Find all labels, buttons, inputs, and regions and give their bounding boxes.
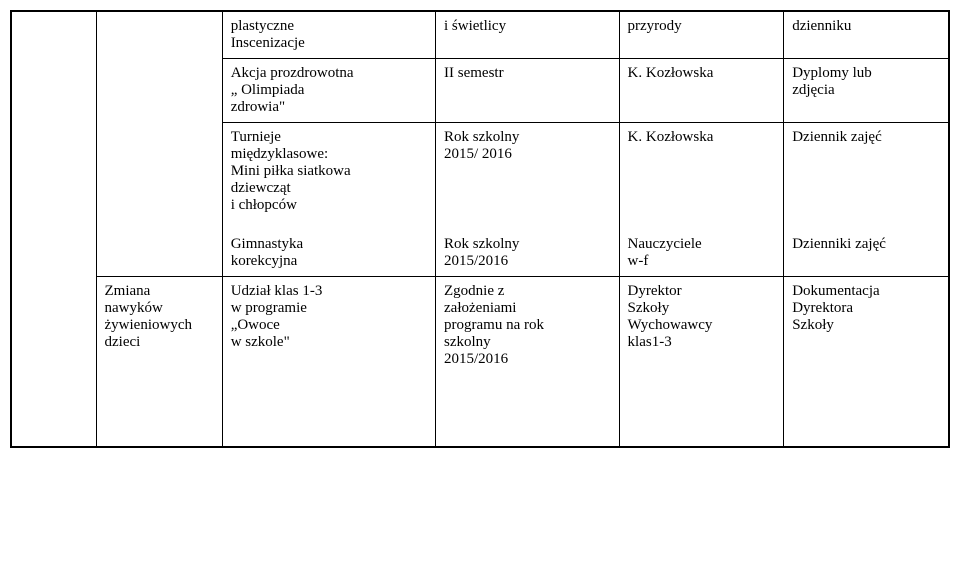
table-row: plastyczne Inscenizacje i świetlicy przy… <box>12 12 948 59</box>
text: i chłopców <box>231 197 427 214</box>
cell: Zmiana nawyków żywieniowych dzieci <box>96 277 222 375</box>
text: Dokumentacja <box>792 283 940 300</box>
cell: dzienniku <box>784 12 948 59</box>
col-blank-1 <box>12 12 96 446</box>
text: Szkoły <box>628 300 776 317</box>
cell: Udział klas 1-3 w programie „Owoce w szk… <box>222 277 435 375</box>
text: i świetlicy <box>444 18 506 34</box>
text: przyrody <box>628 18 682 34</box>
text: Dyrektor <box>628 283 776 300</box>
text: Nauczyciele <box>628 236 776 253</box>
cell: plastyczne Inscenizacje <box>222 12 435 59</box>
cell: Gimnastyka korekcyjna <box>222 220 435 277</box>
text: programu na rok <box>444 317 611 334</box>
text: w programie <box>231 300 427 317</box>
text: Mini piłka siatkowa <box>231 163 427 180</box>
spacer <box>444 226 611 236</box>
text: dzieci <box>105 334 214 351</box>
spacer <box>231 226 427 236</box>
text: Dyrektora <box>792 300 940 317</box>
table-row: Zmiana nawyków żywieniowych dzieci Udzia… <box>12 277 948 375</box>
text: Dyplomy lub <box>792 65 940 82</box>
text: K. Kozłowska <box>628 129 714 145</box>
cell: Dyplomy lub zdjęcia <box>784 59 948 123</box>
text: międzyklasowe: <box>231 146 427 163</box>
text: Rok szkolny <box>444 236 611 253</box>
text: założeniami <box>444 300 611 317</box>
cell: Dziennik zajęć <box>784 123 948 221</box>
text: Akcja prozdrowotna <box>231 65 427 82</box>
text: Gimnastyka <box>231 236 427 253</box>
cell: Akcja prozdrowotna „ Olimpiada zdrowia" <box>222 59 435 123</box>
spacer <box>792 226 940 236</box>
text: korekcyjna <box>231 253 427 270</box>
cell: Turnieje międzyklasowe: Mini piłka siatk… <box>222 123 435 221</box>
cell: Rok szkolny 2015/2016 <box>436 220 620 277</box>
schedule-table-wrapper: plastyczne Inscenizacje i świetlicy przy… <box>10 10 950 448</box>
col-blank-2 <box>96 12 222 277</box>
text: w-f <box>628 253 776 270</box>
text: 2015/ 2016 <box>444 146 611 163</box>
cell: i świetlicy <box>436 12 620 59</box>
cell: K. Kozłowska <box>619 123 784 221</box>
text: żywieniowych <box>105 317 214 334</box>
table-row <box>12 374 948 446</box>
text: dzienniku <box>792 18 851 34</box>
text: szkolny <box>444 334 611 351</box>
text: dziewcząt <box>231 180 427 197</box>
text: „ Olimpiada <box>231 82 427 99</box>
text: 2015/2016 <box>444 253 611 270</box>
text: klas1-3 <box>628 334 776 351</box>
text: nawyków <box>105 300 214 317</box>
text: II semestr <box>444 65 504 81</box>
text: K. Kozłowska <box>628 65 714 81</box>
cell: Dokumentacja Dyrektora Szkoły <box>784 277 948 375</box>
text: Szkoły <box>792 317 940 334</box>
text: „Owoce <box>231 317 427 334</box>
cell: Nauczyciele w-f <box>619 220 784 277</box>
text: zdrowia" <box>231 99 427 116</box>
text: Zmiana <box>105 283 214 300</box>
text: Rok szkolny <box>444 129 611 146</box>
text: Dzienniki zajęć <box>792 236 886 252</box>
cell: Dyrektor Szkoły Wychowawcy klas1-3 <box>619 277 784 375</box>
text: Dziennik zajęć <box>792 129 882 145</box>
text: Zgodnie z <box>444 283 611 300</box>
cell-pad <box>222 374 435 446</box>
cell: K. Kozłowska <box>619 59 784 123</box>
cell: Rok szkolny 2015/ 2016 <box>436 123 620 221</box>
text: zdjęcia <box>792 82 940 99</box>
text: w szkole" <box>231 334 427 351</box>
cell: przyrody <box>619 12 784 59</box>
spacer <box>628 226 776 236</box>
cell: II semestr <box>436 59 620 123</box>
cell-pad <box>619 374 784 446</box>
text: Inscenizacje <box>231 35 427 52</box>
text: Turnieje <box>231 129 427 146</box>
text: plastyczne <box>231 18 427 35</box>
cell-pad <box>96 374 222 446</box>
cell-pad <box>784 374 948 446</box>
text: 2015/2016 <box>444 351 611 368</box>
cell: Zgodnie z założeniami programu na rok sz… <box>436 277 620 375</box>
text: Wychowawcy <box>628 317 776 334</box>
schedule-table: plastyczne Inscenizacje i świetlicy przy… <box>12 12 948 446</box>
cell-pad <box>436 374 620 446</box>
text: Udział klas 1-3 <box>231 283 427 300</box>
cell: Dzienniki zajęć <box>784 220 948 277</box>
